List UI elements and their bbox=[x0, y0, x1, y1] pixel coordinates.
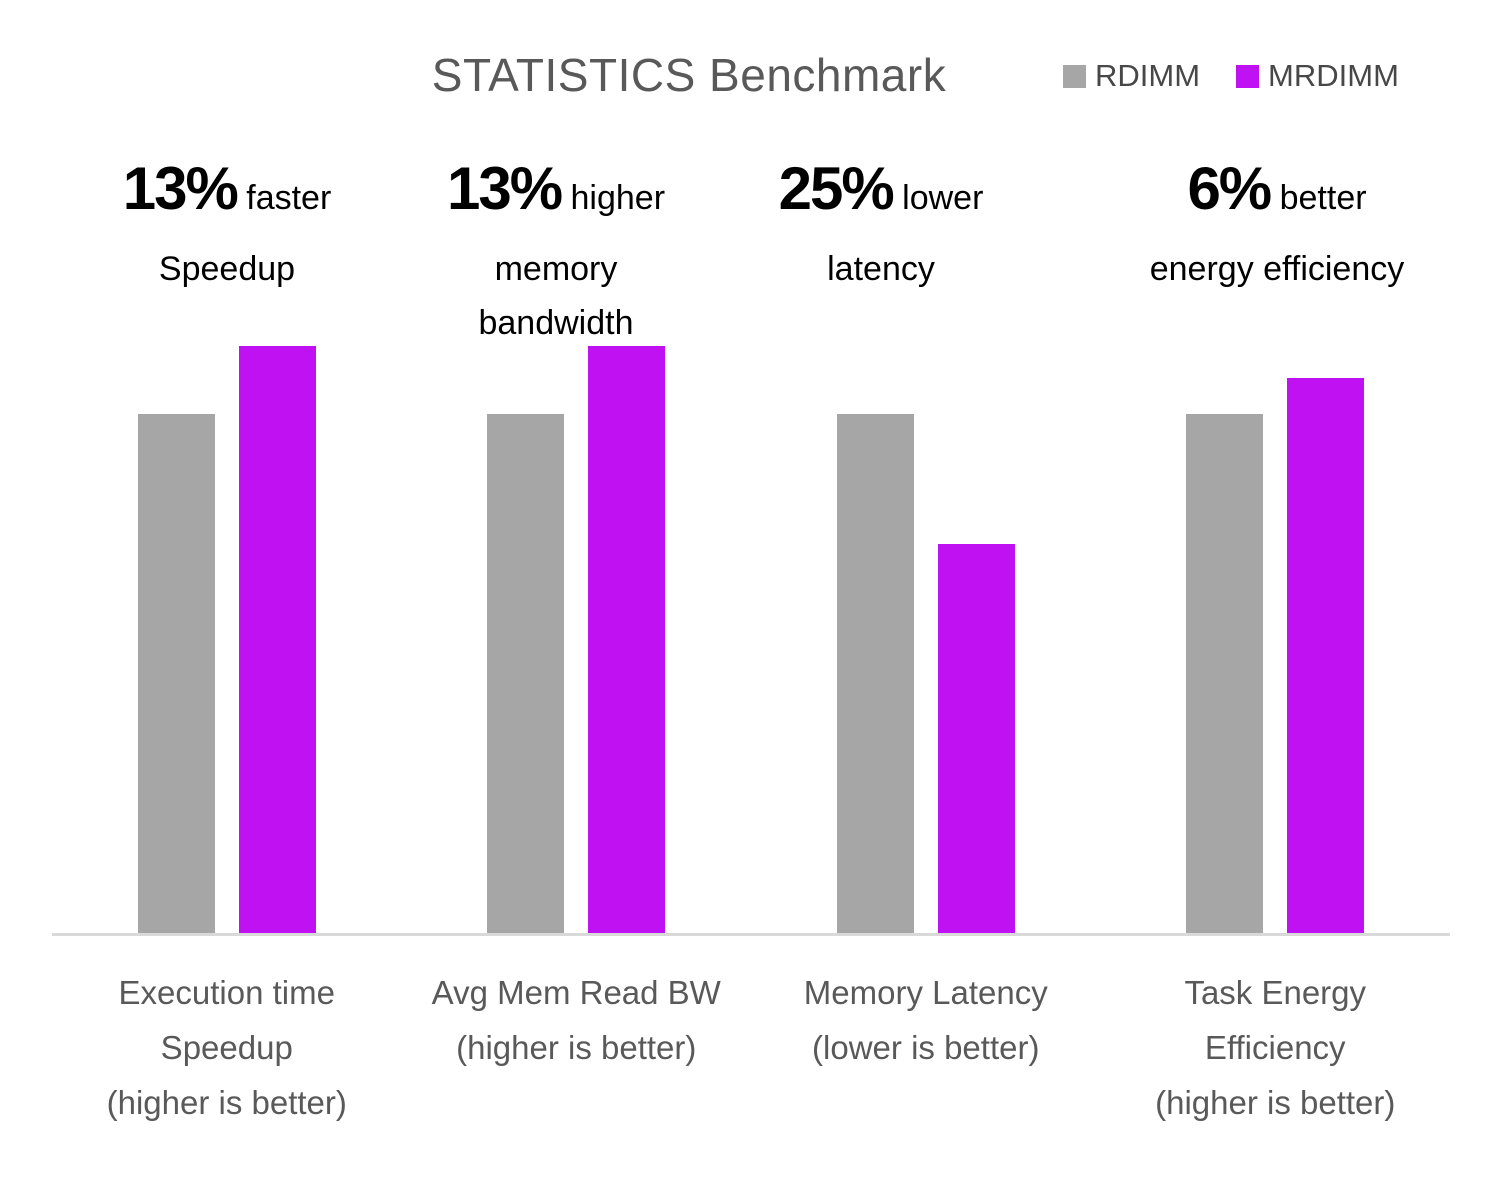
x-axis-label-line: (higher is better) bbox=[106, 1084, 347, 1121]
annotation-percent: 6% bbox=[1187, 155, 1272, 222]
bar-mrdimm-group2 bbox=[588, 346, 666, 934]
legend-swatch-mrdimm bbox=[1236, 64, 1260, 88]
bar-rdimm-group1 bbox=[137, 414, 215, 934]
annotation-group4: 6% better energy efficiency bbox=[1150, 156, 1405, 296]
annotation-detail: Speedup bbox=[123, 242, 332, 296]
annotation-detail-line: bandwidth bbox=[478, 304, 634, 342]
bar-rdimm-group4 bbox=[1186, 414, 1264, 934]
annotation-detail: memory bandwidth bbox=[447, 242, 665, 350]
bar-rdimm-group2 bbox=[487, 414, 565, 934]
annotation-group2: 13% higher memory bandwidth bbox=[447, 156, 665, 350]
annotation-detail-line: memory bbox=[494, 250, 618, 288]
annotation-percent: 13% bbox=[446, 155, 563, 222]
annotation-detail-line: Speedup bbox=[158, 250, 296, 288]
annotation-group1: 13% faster Speedup bbox=[123, 156, 332, 296]
bar-rdimm-group3 bbox=[836, 414, 914, 934]
x-axis-label-group1: Execution time Speedup (higher is better) bbox=[107, 965, 347, 1130]
annotation-suffix: better bbox=[1270, 179, 1367, 217]
legend-item-mrdimm: MRDIMM bbox=[1236, 58, 1399, 94]
annotation-headline: 13% higher bbox=[447, 156, 665, 238]
x-axis-label-line: Efficiency bbox=[1204, 1029, 1346, 1066]
annotation-suffix: faster bbox=[236, 179, 332, 217]
bar-mrdimm-group4 bbox=[1287, 377, 1365, 934]
x-axis-label-group3: Memory Latency (lower is better) bbox=[804, 965, 1048, 1075]
x-axis-label-line: (lower is better) bbox=[812, 1029, 1040, 1066]
legend-item-rdimm: RDIMM bbox=[1063, 58, 1200, 94]
x-axis-label-line: Avg Mem Read BW bbox=[431, 974, 721, 1011]
x-axis-label-line: Execution time bbox=[118, 974, 335, 1011]
annotation-suffix: lower bbox=[892, 179, 984, 217]
x-axis-label-group2: Avg Mem Read BW (higher is better) bbox=[432, 965, 721, 1075]
x-axis-label-group4: Task Energy Efficiency (higher is better) bbox=[1155, 965, 1395, 1130]
legend-label: MRDIMM bbox=[1268, 58, 1399, 93]
annotation-detail-line: energy efficiency bbox=[1149, 250, 1405, 288]
bar-mrdimm-group1 bbox=[238, 346, 316, 934]
annotation-headline: 25% lower bbox=[779, 156, 984, 238]
annotation-detail-line: latency bbox=[827, 250, 935, 288]
annotation-percent: 13% bbox=[122, 155, 239, 222]
legend-label: RDIMM bbox=[1095, 58, 1201, 93]
annotation-percent: 25% bbox=[778, 155, 895, 222]
x-axis-label-line: Task Energy bbox=[1184, 974, 1367, 1011]
chart-legend: RDIMM MRDIMM bbox=[1063, 58, 1399, 94]
x-axis-line bbox=[52, 933, 1450, 936]
x-axis-label-line: Speedup bbox=[160, 1029, 293, 1066]
annotation-suffix: higher bbox=[561, 179, 666, 217]
annotation-group3: 25% lower latency bbox=[779, 156, 984, 296]
annotation-detail: latency bbox=[779, 242, 984, 296]
legend-swatch-rdimm bbox=[1063, 64, 1086, 88]
annotation-detail: energy efficiency bbox=[1150, 242, 1405, 296]
bar-mrdimm-group3 bbox=[937, 544, 1015, 934]
annotation-headline: 13% faster bbox=[123, 156, 332, 238]
x-axis-label-line: Memory Latency bbox=[803, 974, 1048, 1011]
annotation-headline: 6% better bbox=[1150, 156, 1405, 238]
x-axis-label-line: (higher is better) bbox=[1155, 1084, 1396, 1121]
chart-title: STATISTICS Benchmark bbox=[431, 49, 947, 101]
x-axis-label-line: (higher is better) bbox=[456, 1029, 697, 1066]
